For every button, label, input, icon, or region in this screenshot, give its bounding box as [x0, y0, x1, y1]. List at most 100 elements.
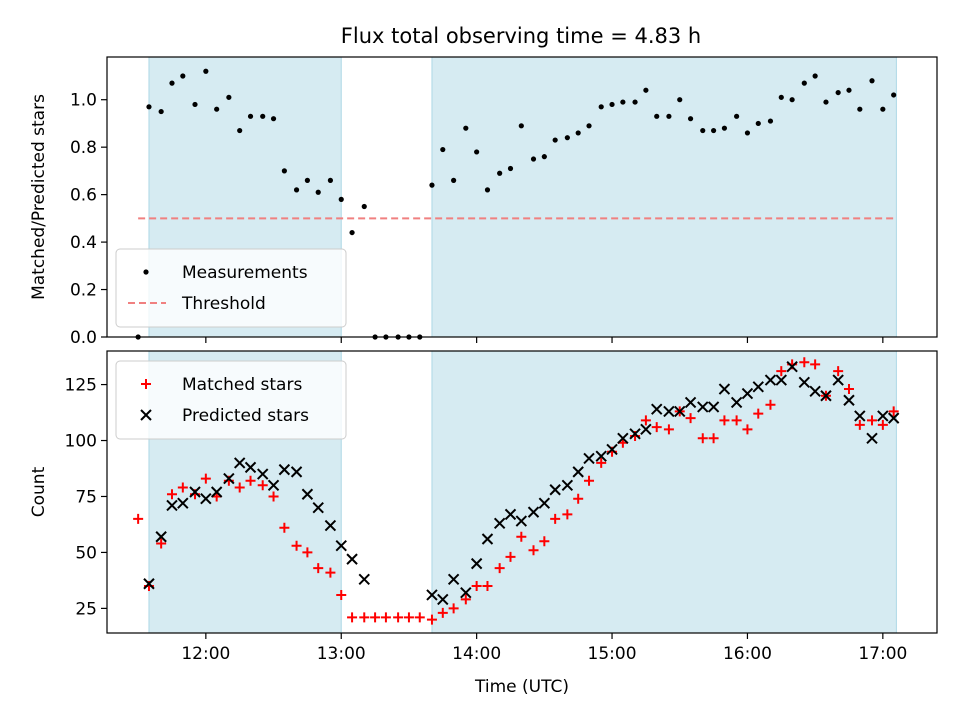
- matched-star-point: [550, 513, 561, 524]
- matched-star-point: [200, 473, 211, 484]
- observing-window-span: [431, 56, 897, 338]
- predicted-star-point: [697, 401, 709, 413]
- predicted-star-point: [674, 405, 686, 418]
- measurement-point: [497, 170, 503, 176]
- predicted-star-point: [527, 506, 540, 518]
- predicted-star-point: [583, 452, 595, 465]
- measurement-point: [361, 203, 367, 210]
- predicted-star-point: [189, 486, 201, 498]
- matched-star-point: [843, 384, 854, 395]
- axes-frame: [106, 350, 938, 634]
- measurement-point: [767, 118, 774, 124]
- matched-star-point: [279, 522, 290, 533]
- measurement-point: [575, 130, 581, 136]
- matched-star-point: [708, 433, 719, 444]
- matched-star-point: [370, 612, 381, 623]
- matched-star-point: [313, 563, 324, 574]
- matched-star-point: [403, 612, 414, 623]
- matched-star-point: [877, 419, 888, 430]
- predicted-star-point: [346, 553, 358, 565]
- x-tick-label: 17:00: [858, 644, 907, 664]
- predicted-star-point: [460, 587, 472, 599]
- measurement-point: [609, 101, 615, 108]
- measurement-point: [349, 229, 355, 236]
- measurement-point: [721, 125, 728, 131]
- y-tick-label: 100: [65, 432, 97, 452]
- legend-marker-predicted: [140, 409, 152, 421]
- measurement-point: [857, 106, 863, 112]
- measurement-point: [880, 106, 886, 112]
- predicted-star-point: [572, 466, 584, 478]
- predicted-star-point: [684, 396, 697, 409]
- predicted-star-point: [538, 497, 551, 509]
- matched-star-point: [166, 489, 177, 500]
- matched-star-point: [516, 531, 527, 542]
- predicted-star-point: [481, 533, 494, 545]
- measurement-point: [180, 73, 186, 79]
- predicted-star-point: [504, 508, 517, 521]
- predicted-star-point: [210, 486, 223, 498]
- matched-star-point: [393, 612, 404, 623]
- predicted-star-point: [324, 519, 337, 532]
- matched-star-point: [414, 612, 425, 623]
- measurement-point: [823, 99, 829, 105]
- predicted-star-point: [617, 432, 629, 444]
- legend-box: [115, 360, 347, 440]
- matched-star-point: [867, 415, 878, 426]
- measurement-point: [700, 127, 706, 134]
- y-tick-label: 0.8: [70, 138, 97, 158]
- matched-star-point: [133, 513, 144, 524]
- measurement-point: [778, 94, 784, 100]
- matched-star-point: [596, 457, 607, 468]
- matched-star-point: [302, 547, 313, 558]
- bottom-panel: 25 50 75 100 125 12:00 13:00 14:00 15:00 16:00 17:…: [29, 350, 938, 697]
- predicted-star-point: [143, 578, 155, 590]
- predicted-star-point: [335, 540, 347, 552]
- matched-star-point: [651, 422, 662, 433]
- predicted-star-point: [267, 479, 280, 491]
- matched-star-point: [380, 612, 391, 623]
- matched-star-point: [753, 408, 764, 419]
- measurement-point: [451, 177, 457, 183]
- predicted-star-point: [606, 443, 618, 456]
- predicted-star-point: [854, 410, 866, 422]
- measurement-point: [620, 99, 626, 105]
- measurement-point: [247, 113, 254, 119]
- measurement-point: [869, 78, 875, 84]
- observing-window-span: [431, 350, 897, 634]
- matched-star-point: [494, 563, 505, 574]
- legend: Measurements Threshold: [115, 248, 347, 328]
- legend-label: Matched stars: [182, 375, 302, 395]
- predicted-star-point: [786, 360, 798, 373]
- predicted-star-point: [177, 497, 189, 509]
- matched-star-point: [482, 581, 493, 591]
- legend-box: [115, 248, 347, 328]
- legend-label: Threshold: [181, 294, 266, 314]
- predicted-star-point: [312, 501, 324, 514]
- measurement-point: [530, 156, 537, 162]
- predicted-star-point: [358, 573, 370, 585]
- measurement-point: [632, 99, 638, 105]
- measurement-point: [564, 135, 570, 141]
- chart-title: Flux total observing time = 4.83 h: [341, 24, 701, 48]
- legend-label: Measurements: [182, 263, 308, 283]
- measurement-point: [338, 196, 344, 202]
- measurement-point: [327, 177, 334, 183]
- matched-star-point: [437, 607, 448, 618]
- predicted-star-point: [809, 385, 821, 397]
- measurement-point: [237, 127, 243, 134]
- measurement-point: [484, 187, 491, 193]
- measurement-point: [304, 177, 310, 183]
- matched-star-point: [640, 415, 651, 426]
- predicted-star-point: [741, 387, 754, 400]
- measurement-point: [518, 123, 524, 129]
- matched-star-point: [268, 491, 279, 502]
- predicted-star-point: [820, 390, 832, 402]
- matched-star-point: [336, 589, 347, 600]
- legend-label: Predicted stars: [182, 406, 309, 426]
- measurement-point: [891, 92, 897, 98]
- matched-star-point: [562, 509, 573, 520]
- matched-star-point: [719, 415, 730, 426]
- measurement-point: [429, 182, 435, 188]
- x-axis-label: Time (UTC): [474, 677, 569, 697]
